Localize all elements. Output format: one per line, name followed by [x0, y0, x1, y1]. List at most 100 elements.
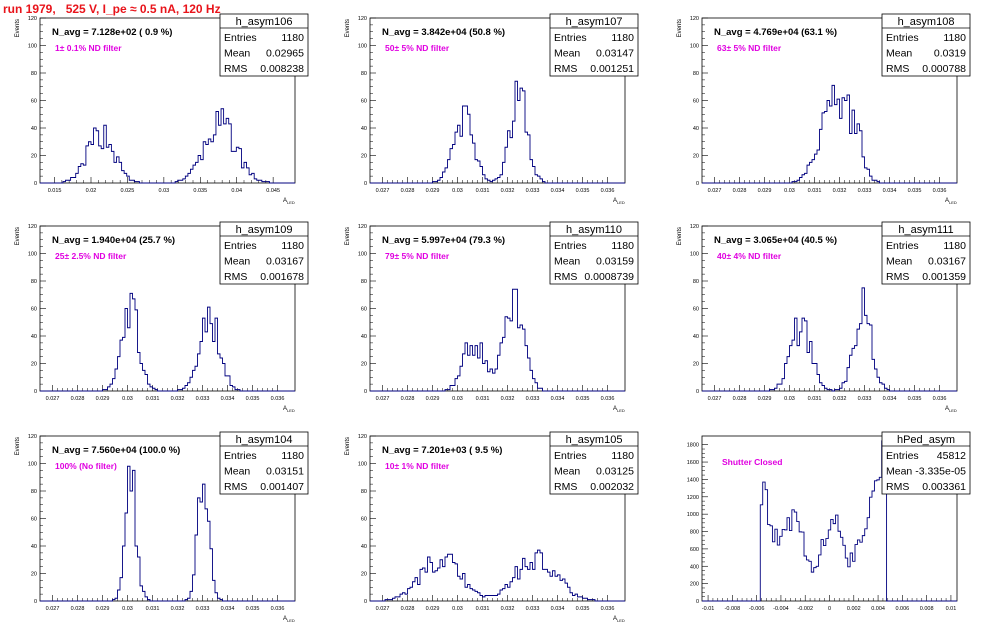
x-axis-label: ALED	[945, 406, 957, 413]
histogram-title: h_asym105	[566, 434, 623, 446]
x-tick-label: 0.031	[808, 396, 822, 402]
stat-label: Mean	[886, 466, 912, 478]
y-tick-label: 20	[361, 572, 367, 578]
stat-label: RMS	[886, 271, 909, 283]
x-tick-label: 0.035	[576, 188, 590, 194]
stat-label: Entries	[224, 32, 257, 44]
y-tick-label: 120	[28, 16, 37, 22]
y-tick-label: 60	[31, 307, 37, 313]
y-tick-label: 120	[358, 16, 367, 22]
x-tick-label: 0.036	[601, 606, 615, 612]
x-tick-label: -0.006	[749, 606, 765, 612]
y-tick-label: 0	[364, 181, 367, 187]
stats-box: h_asym106 Entries 1180 Mean 0.02965 RMS 0.0082…	[219, 13, 309, 77]
navg-label: N_avg = 4.769e+04 (63.1 %)	[714, 27, 837, 38]
stat-label: Entries	[886, 32, 919, 44]
x-tick-label: 0.034	[551, 188, 565, 194]
y-tick-label: 100	[28, 462, 37, 468]
y-tick-label: 60	[693, 307, 699, 313]
histogram-title: h_asym109	[236, 224, 293, 236]
x-tick-label: 0.033	[196, 396, 210, 402]
stat-label: RMS	[554, 271, 577, 283]
y-tick-label: 1000	[687, 512, 699, 518]
histogram-title: h_asym110	[566, 224, 622, 236]
histogram-line	[40, 465, 295, 602]
stats-box: h_asym111 Entries 1180 Mean 0.03167 RMS 0.0013…	[881, 221, 971, 285]
x-tick-label: 0.035	[246, 396, 260, 402]
histogram-line	[370, 549, 625, 602]
filter-annotation: 10± 1% ND filter	[385, 461, 450, 471]
x-tick-label: 0.03	[452, 606, 463, 612]
histogram-panel-h_asym108: 0 20 40 60 80 100 120 0.027 0.028 0.029 0.03 0.031 0…	[677, 13, 971, 205]
x-tick-label: 0.029	[426, 396, 440, 402]
y-tick-label: 120	[358, 434, 367, 440]
x-tick-label: 0.034	[221, 606, 235, 612]
x-axis-label: ALED	[613, 406, 625, 413]
y-tick-label: 120	[358, 224, 367, 230]
x-tick-label: 0.035	[193, 188, 207, 194]
stat-value: 1180	[281, 240, 304, 252]
stat-value: 1180	[611, 240, 634, 252]
x-tick-label: 0.029	[758, 188, 772, 194]
x-tick-label: 0.036	[271, 396, 285, 402]
y-tick-label: 80	[361, 489, 367, 495]
stat-value: 45812	[937, 450, 966, 462]
stat-value: 1180	[281, 450, 304, 462]
x-tick-label: 0.028	[401, 606, 415, 612]
histogram-panel-h_asym104: 0 20 40 60 80 100 120 0.027 0.028 0.029 0.03 0.031 0…	[15, 431, 309, 622]
stat-label: RMS	[554, 481, 577, 493]
histogram-title: h_asym111	[898, 224, 953, 236]
y-tick-label: 0	[364, 599, 367, 605]
x-tick-label: 0.029	[426, 188, 440, 194]
y-tick-label: 20	[361, 154, 367, 160]
x-tick-label: 0.028	[401, 396, 415, 402]
navg-label: N_avg = 5.997e+04 (79.3 %)	[382, 235, 505, 246]
x-tick-label: 0.03	[452, 188, 463, 194]
x-axis-label: ALED	[283, 198, 295, 205]
y-axis-label: Events	[15, 437, 21, 455]
x-tick-label: 0.032	[501, 188, 515, 194]
y-tick-label: 60	[693, 99, 699, 105]
x-tick-label: 0.032	[171, 396, 185, 402]
stat-label: RMS	[224, 481, 247, 493]
stat-value: -3.335e-05	[915, 466, 966, 478]
stats-box: hPed_asym Entries 45812 Mean -3.335e-05 RMS 0.…	[881, 431, 971, 495]
y-tick-label: 1400	[687, 477, 699, 483]
stats-box: h_asym109 Entries 1180 Mean 0.03167 RMS 0.0016…	[219, 221, 309, 285]
stat-value: 1180	[281, 32, 304, 44]
stat-value: 0.02965	[266, 48, 304, 60]
x-tick-label: 0.02	[86, 188, 97, 194]
x-tick-label: 0.032	[833, 188, 847, 194]
x-tick-label: -0.008	[725, 606, 741, 612]
histogram-title: h_asym108	[898, 16, 955, 28]
x-tick-label: 0.031	[476, 606, 490, 612]
x-tick-label: 0.035	[576, 396, 590, 402]
x-tick-label: 0.032	[501, 606, 515, 612]
y-tick-label: 40	[31, 334, 37, 340]
histogram-line	[40, 292, 295, 392]
x-tick-label: 0.029	[758, 396, 772, 402]
x-tick-label: 0.033	[526, 396, 540, 402]
y-tick-label: 80	[31, 489, 37, 495]
filter-annotation: 50± 5% ND filter	[385, 43, 450, 53]
x-tick-label: -0.01	[702, 606, 715, 612]
x-tick-label: 0.03	[784, 396, 795, 402]
x-tick-label: 0.036	[933, 396, 947, 402]
y-tick-label: 100	[690, 44, 699, 50]
stat-label: RMS	[886, 481, 909, 493]
y-tick-label: 60	[361, 307, 367, 313]
y-tick-label: 400	[690, 564, 699, 570]
x-axis-label: ALED	[945, 198, 957, 205]
y-axis-label: Events	[15, 19, 21, 37]
stat-label: Entries	[886, 450, 919, 462]
x-tick-label: 0.03	[452, 396, 463, 402]
y-tick-label: 60	[31, 517, 37, 523]
x-tick-label: 0.034	[883, 188, 897, 194]
x-tick-label: 0.036	[601, 396, 615, 402]
stat-value: 0.008238	[260, 63, 304, 75]
x-tick-label: 0.004	[871, 606, 885, 612]
stat-label: RMS	[224, 271, 247, 283]
x-tick-label: -0.004	[773, 606, 789, 612]
x-tick-label: 0.035	[576, 606, 590, 612]
